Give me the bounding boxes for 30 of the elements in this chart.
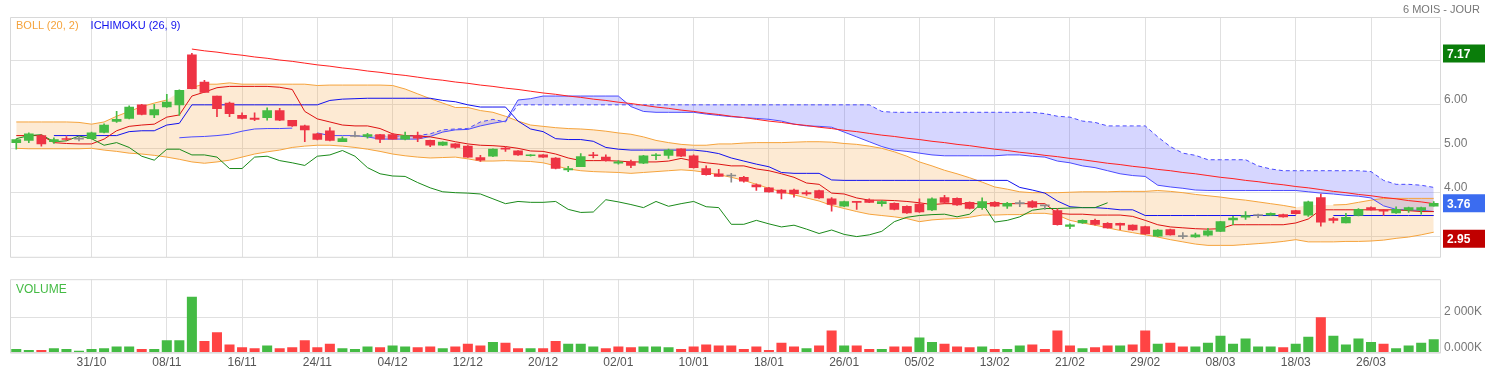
x-tick-label: 26/01 [829, 355, 860, 370]
x-tick-label: 08/03 [1205, 355, 1236, 370]
y-tick-label: 0.000K [1444, 339, 1483, 354]
x-tick-label: 05/02 [904, 355, 935, 370]
y-tick-label: 2 000K [1444, 304, 1483, 319]
x-tick-label: 20/12 [528, 355, 559, 370]
text: ICHIMOKU (26, 9) [90, 19, 181, 31]
chart-title: VOLUME [16, 281, 67, 296]
x-tick-label: 31/10 [76, 355, 107, 370]
chart-subtitle: 6 MOIS - JOUR [1402, 3, 1480, 15]
text: 7.17 [1447, 46, 1471, 61]
x-tick-label: 04/12 [377, 355, 408, 370]
x-tick-label: 10/01 [678, 355, 709, 370]
text: BOLL (20, 2) [16, 19, 79, 31]
text: 3.76 [1447, 196, 1471, 211]
y-tick-label: 5.00 [1444, 136, 1468, 151]
x-tick-label: 12/12 [452, 355, 484, 370]
text: 2.95 [1447, 232, 1471, 247]
x-tick-label: 24/11 [302, 355, 333, 370]
x-tick-label: 08/11 [152, 355, 182, 370]
x-tick-label: 18/03 [1280, 355, 1312, 370]
x-tick-label: 16/11 [227, 355, 257, 370]
x-tick-label: 26/03 [1355, 355, 1387, 370]
y-tick-label: 6.00 [1444, 92, 1468, 107]
x-tick-label: 21/02 [1054, 355, 1086, 370]
x-tick-label: 29/02 [1130, 355, 1161, 370]
x-tick-label: 02/01 [603, 355, 634, 370]
x-tick-label: 18/01 [753, 355, 785, 370]
x-tick-label: 13/02 [979, 355, 1011, 370]
y-tick-label: 4.00 [1444, 179, 1468, 194]
